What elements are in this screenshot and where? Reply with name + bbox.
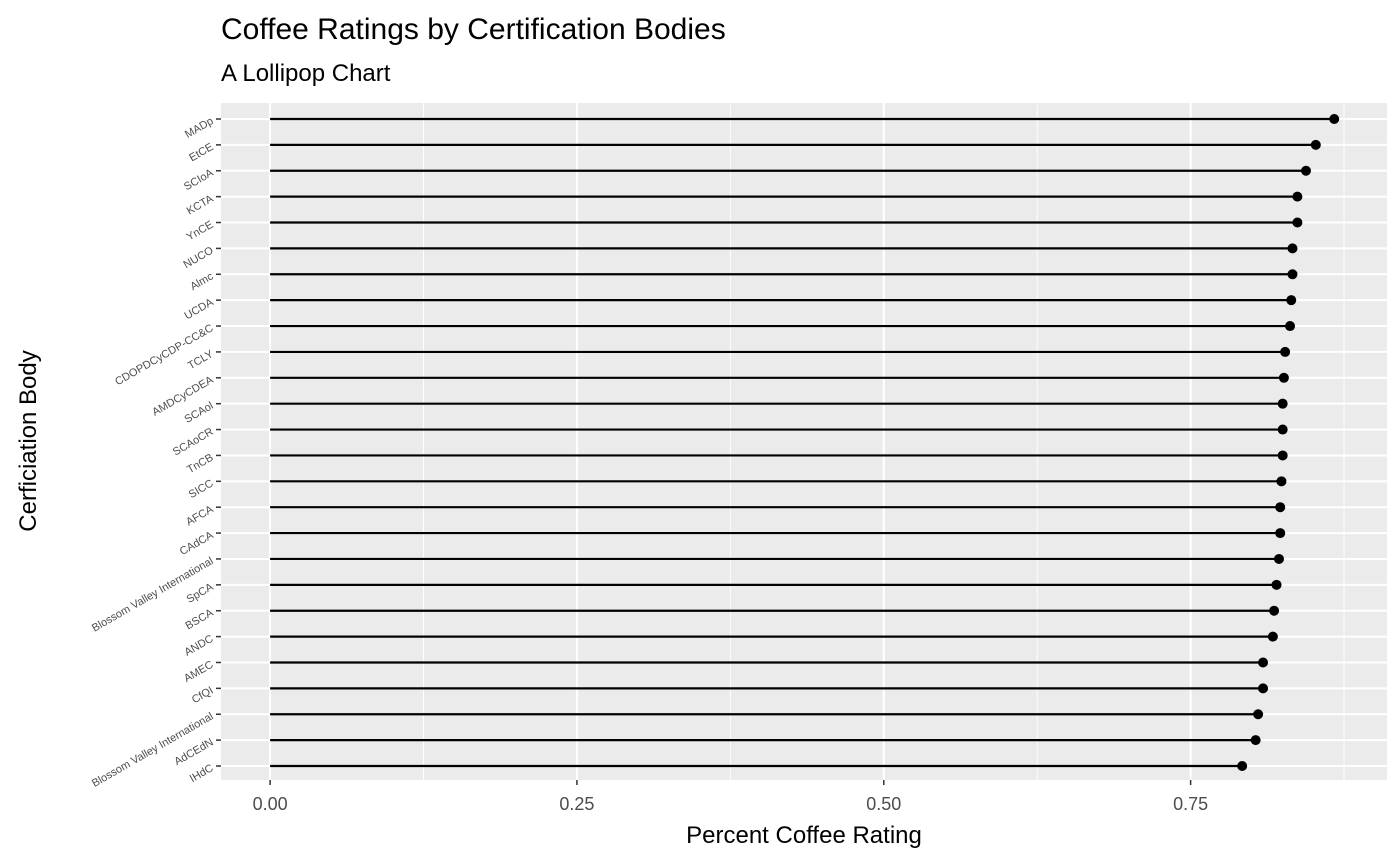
y-tick-label: NUCO bbox=[181, 244, 215, 271]
lollipop-point bbox=[1237, 761, 1248, 771]
plot-panel bbox=[221, 103, 1387, 780]
lollipop-point bbox=[1280, 346, 1291, 357]
lollipop-point bbox=[1329, 114, 1340, 124]
y-tick-label: SpCA bbox=[185, 581, 216, 606]
lollipop-point bbox=[1310, 139, 1321, 150]
chart-title: Coffee Ratings by Certification Bodies bbox=[221, 13, 726, 46]
y-tick-label: TnCB bbox=[185, 452, 215, 476]
lollipop-point bbox=[1267, 631, 1278, 642]
lollipop-point bbox=[1286, 295, 1297, 306]
chart-subtitle: A Lollipop Chart bbox=[221, 60, 391, 87]
y-tick-label: AMEC bbox=[182, 659, 216, 685]
lollipop-marks bbox=[270, 114, 1340, 771]
y-tick-labels: MADpEtCESCIoAKCTAYnCENUCOAlmcUCDACDOPDCy… bbox=[90, 115, 221, 790]
lollipop-point bbox=[1292, 191, 1303, 202]
y-tick-label: ANDC bbox=[183, 633, 216, 659]
lollipop-point bbox=[1277, 398, 1288, 409]
y-tick-label: MADp bbox=[183, 115, 215, 141]
y-tick-label: SICC bbox=[187, 477, 216, 501]
y-tick-label: BSCA bbox=[184, 607, 217, 633]
lollipop-point bbox=[1275, 502, 1286, 513]
lollipop-point bbox=[1287, 243, 1298, 254]
y-tick-label: SCIoA bbox=[182, 167, 216, 194]
y-axis-title: Cerficiation Body bbox=[15, 350, 42, 531]
lollipop-point bbox=[1269, 605, 1280, 616]
lollipop-point bbox=[1277, 424, 1288, 435]
x-tick-label: 0.00 bbox=[253, 794, 288, 814]
lollipop-point bbox=[1271, 579, 1282, 590]
lollipop-point bbox=[1285, 321, 1296, 332]
lollipop-point bbox=[1292, 217, 1303, 228]
y-tick-label: CAdCA bbox=[178, 529, 216, 558]
lollipop-point bbox=[1287, 269, 1298, 280]
y-tick-label: KCTA bbox=[185, 193, 216, 218]
lollipop-point bbox=[1278, 372, 1289, 383]
y-tick-label: AFCA bbox=[184, 503, 216, 528]
y-tick-label: IHdC bbox=[188, 762, 216, 785]
x-tick-label: 0.25 bbox=[559, 794, 594, 814]
lollipop-point bbox=[1273, 553, 1284, 564]
y-tick-label: TCLY bbox=[186, 348, 216, 372]
lollipop-point bbox=[1253, 709, 1264, 720]
lollipop-point bbox=[1258, 683, 1269, 694]
y-tick-label: YnCE bbox=[185, 219, 216, 244]
x-tick-label: 0.75 bbox=[1173, 794, 1208, 814]
x-axis-title: Percent Coffee Rating bbox=[686, 822, 922, 849]
y-tick-label: Almc bbox=[188, 270, 216, 293]
lollipop-point bbox=[1300, 165, 1311, 176]
y-tick-label: UCDA bbox=[183, 296, 217, 322]
lollipop-point bbox=[1250, 735, 1261, 746]
lollipop-point bbox=[1276, 476, 1287, 487]
y-tick-label: CfQI bbox=[190, 685, 216, 707]
lollipop-point bbox=[1258, 657, 1269, 668]
x-tick-label: 0.50 bbox=[866, 794, 901, 814]
lollipop-point bbox=[1277, 450, 1288, 461]
x-tick-labels: 0.00 0.25 0.50 0.75 bbox=[253, 780, 1208, 814]
lollipop-point bbox=[1275, 528, 1286, 539]
y-tick-label: EtCE bbox=[187, 141, 215, 164]
y-tick-label: SCAol bbox=[182, 400, 215, 426]
